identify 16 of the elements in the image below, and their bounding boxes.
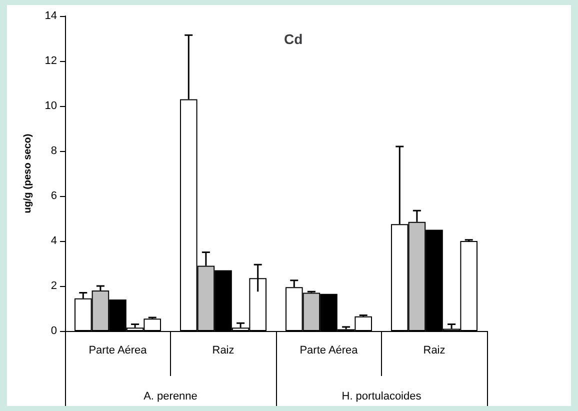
y-tick-label: 8 bbox=[50, 145, 57, 157]
text: H. portulacoides bbox=[342, 390, 422, 402]
x-tick-label: Parte Aérea bbox=[88, 344, 148, 356]
x-tick-label: Parte Aérea bbox=[300, 344, 359, 356]
y-tick-label: 4 bbox=[50, 235, 57, 247]
y-tick-label: 10 bbox=[44, 100, 57, 112]
y-tick-label: 12 bbox=[44, 55, 57, 67]
x-tick-label: Raiz bbox=[212, 344, 234, 356]
x-tick-label: Raiz bbox=[423, 344, 446, 356]
y-tick-label: 0 bbox=[50, 325, 57, 337]
text: A. perenne bbox=[144, 390, 198, 402]
text: Cd bbox=[284, 31, 303, 47]
y-axis-title: ug/g (peso seco) bbox=[22, 134, 34, 214]
y-tick-label: 2 bbox=[50, 280, 57, 292]
y-tick-label: 6 bbox=[50, 190, 57, 202]
y-tick-label: 14 bbox=[44, 10, 57, 22]
